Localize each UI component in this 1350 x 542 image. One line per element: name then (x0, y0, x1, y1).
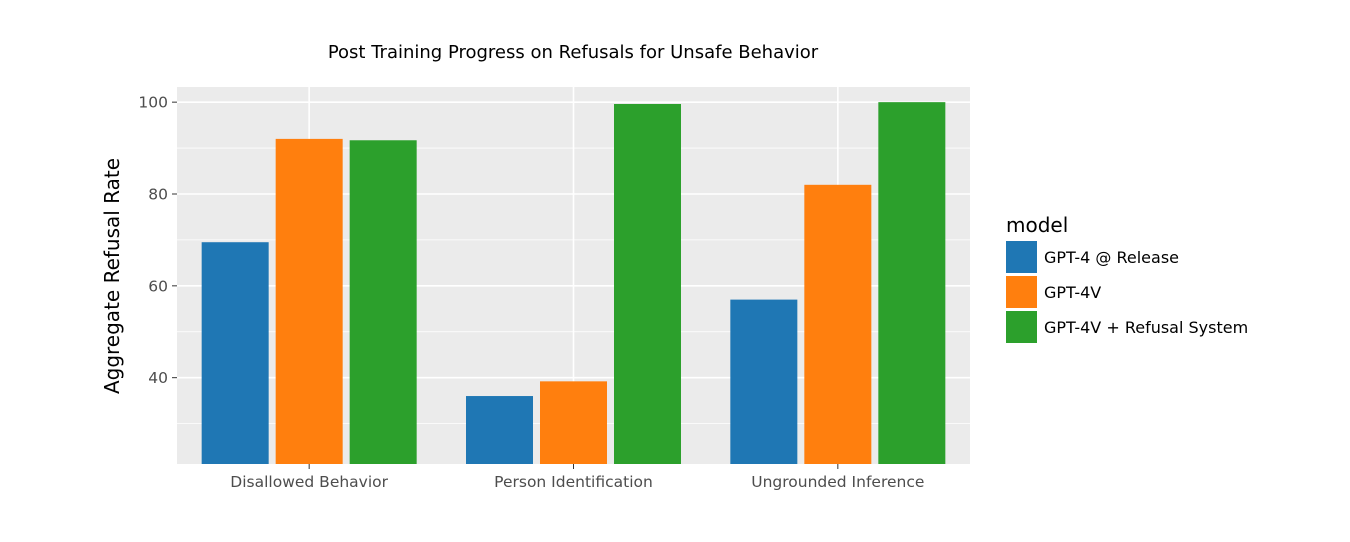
bar (730, 299, 798, 464)
y-tick-label: 100 (138, 94, 168, 112)
legend-swatch (1006, 276, 1037, 308)
bar (201, 242, 269, 464)
legend-swatch (1006, 311, 1037, 343)
y-axis: 40 60 80 100 (138, 94, 177, 387)
legend-label: GPT-4V + Refusal System (1044, 318, 1248, 337)
y-tick-label: 80 (148, 185, 168, 203)
bar (275, 138, 343, 464)
x-tick-label: Ungrounded Inference (751, 473, 924, 491)
bar (804, 184, 872, 464)
x-tick-label: Disallowed Behavior (230, 473, 388, 491)
bar (540, 381, 607, 464)
x-axis: Disallowed Behavior Person Identification… (230, 464, 924, 491)
bar (614, 103, 681, 464)
x-tick-label: Person Identification (494, 473, 653, 491)
legend-swatch (1006, 241, 1037, 273)
legend-title: model (1006, 213, 1068, 237)
bar (349, 140, 417, 464)
legend-label: GPT-4 @ Release (1044, 248, 1179, 267)
bars (201, 102, 946, 464)
y-tick-label: 40 (148, 369, 168, 387)
bar (466, 396, 533, 464)
chart-title: Post Training Progress on Refusals for U… (328, 42, 819, 63)
y-tick-label: 60 (148, 277, 168, 295)
y-axis-label: Aggregate Refusal Rate (100, 158, 124, 394)
legend: model GPT-4 @ Release GPT-4V GPT-4V + Refu… (1006, 213, 1248, 343)
bar (878, 102, 946, 464)
legend-label: GPT-4V (1044, 283, 1101, 302)
